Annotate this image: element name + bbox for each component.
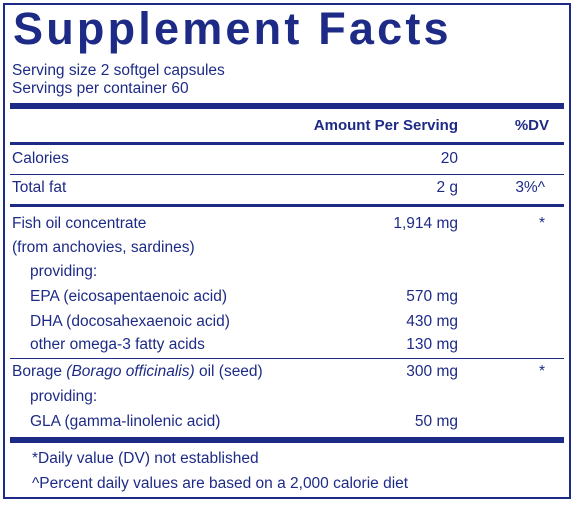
supplement-facts-panel: Supplement Facts Serving size 2 softgel … [3, 3, 571, 499]
table-row: GLA (gamma-linolenic acid) 50 mg [5, 411, 569, 433]
table-row: Fish oil concentrate 1,914 mg * [5, 213, 569, 235]
nutrient-label: GLA (gamma-linolenic acid) [30, 413, 221, 430]
nutrient-amount: 50 mg [414, 413, 458, 430]
table-row: Borage (Borago officinalis) oil (seed) 3… [5, 361, 569, 383]
footnote-calorie: ^Percent daily values are based on a 2,0… [32, 475, 409, 492]
nutrient-label: Fish oil concentrate [12, 215, 147, 232]
table-row: Calories 20 [5, 148, 569, 170]
nutrient-amount: 2 g [436, 179, 458, 196]
nutrient-label: EPA (eicosapentaenoic acid) [30, 288, 228, 305]
nutrient-amount: 430 mg [406, 313, 458, 330]
serving-size: Serving size 2 softgel capsules [12, 62, 225, 79]
footnote-dv: *Daily value (DV) not established [32, 450, 259, 467]
table-row: DHA (docosahexaenoic acid) 430 mg [5, 311, 569, 333]
nutrient-amount: 20 [440, 150, 458, 167]
divider-thick-bottom [10, 437, 564, 443]
table-row: EPA (eicosapentaenoic acid) 570 mg [5, 286, 569, 308]
nutrient-dv: * [538, 215, 545, 232]
nutrient-label: Calories [12, 150, 69, 167]
nutrient-amount: 130 mg [406, 336, 458, 353]
row-divider [10, 174, 564, 175]
dv-header: %DV [514, 117, 549, 134]
nutrient-label: (from anchovies, sardines) [12, 239, 195, 256]
nutrient-dv: * [538, 363, 545, 380]
amount-per-serving-header: Amount Per Serving [313, 117, 458, 134]
table-row: providing: [5, 261, 569, 283]
nutrient-label: other omega-3 fatty acids [30, 336, 205, 353]
section-divider [10, 204, 564, 207]
nutrient-label: DHA (docosahexaenoic acid) [30, 313, 230, 330]
nutrient-label: providing: [30, 388, 98, 405]
divider-header [10, 142, 564, 145]
nutrient-label: Total fat [12, 179, 67, 196]
nutrient-dv: 3%^ [515, 179, 545, 196]
nutrient-amount: 300 mg [406, 363, 458, 380]
table-row: providing: [5, 386, 569, 408]
table-row: (from anchovies, sardines) [5, 237, 569, 259]
nutrient-label: Borage (Borago officinalis) oil (seed) [12, 363, 263, 380]
nutrient-amount: 570 mg [406, 288, 458, 305]
nutrient-label: providing: [30, 263, 98, 280]
table-row: other omega-3 fatty acids 130 mg [5, 334, 569, 356]
nutrient-amount: 1,914 mg [393, 215, 458, 232]
table-row: Total fat 2 g 3%^ [5, 177, 569, 199]
row-divider [10, 358, 564, 359]
panel-title: Supplement Facts [13, 3, 452, 54]
divider-thick [10, 103, 564, 109]
servings-per-container: Servings per container 60 [12, 80, 189, 97]
